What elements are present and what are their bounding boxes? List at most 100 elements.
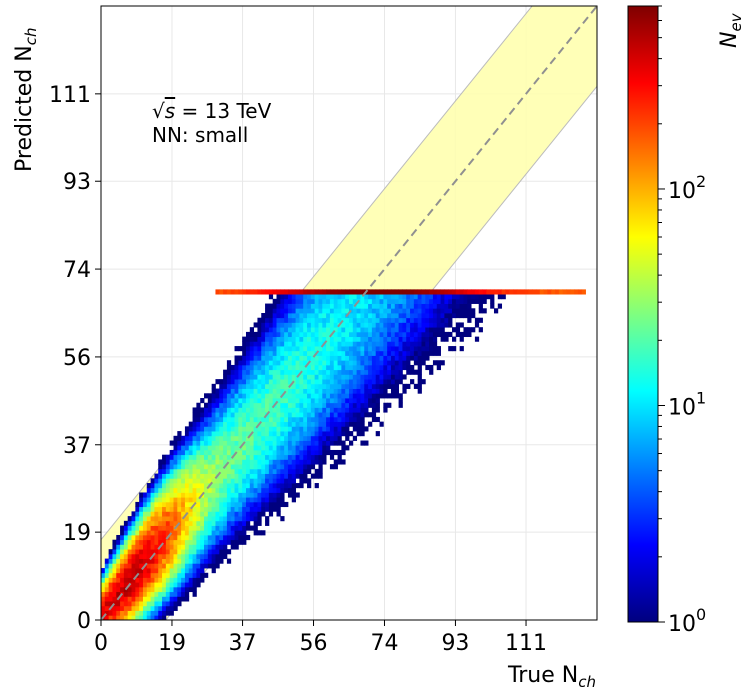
heatmap-cell	[230, 492, 235, 498]
heatmap-cell	[284, 468, 289, 474]
heatmap-cell	[211, 412, 216, 418]
heatmap-cell	[108, 591, 113, 597]
heatmap-cell	[276, 374, 281, 380]
heatmap-cell	[257, 416, 262, 423]
heatmap-cell	[276, 464, 281, 470]
heatmap-cell	[364, 374, 369, 380]
heatmap-cell	[345, 379, 350, 385]
heatmap-cell	[139, 544, 144, 550]
heatmap-cell	[154, 501, 159, 508]
heatmap-cell	[245, 393, 251, 399]
heatmap-cell	[303, 426, 308, 432]
heatmap-cell	[177, 487, 182, 493]
heatmap-cell	[307, 336, 312, 342]
heatmap-cell	[299, 360, 304, 366]
heatmap-cell	[192, 473, 197, 479]
heatmap-cell	[150, 582, 155, 588]
heatmap-cell	[287, 483, 293, 489]
saturation-cell	[406, 289, 411, 295]
heatmap-cell	[230, 483, 235, 489]
heatmap-cell	[200, 464, 205, 470]
heatmap-cell	[257, 388, 262, 394]
heatmap-cell	[299, 355, 304, 361]
heatmap-cell	[219, 402, 224, 408]
heatmap-cell	[104, 568, 110, 574]
heatmap-cell	[192, 530, 197, 536]
heatmap-cell	[162, 610, 167, 616]
heatmap-cell	[349, 379, 354, 385]
heatmap-cell	[383, 346, 388, 352]
heatmap-cell	[173, 591, 178, 597]
heatmap-cell	[284, 341, 289, 347]
heatmap-cell	[219, 431, 224, 437]
heatmap-cell	[390, 346, 396, 352]
heatmap-cell	[291, 398, 296, 404]
heatmap-cell	[429, 346, 434, 352]
heatmap-cell	[207, 511, 213, 517]
heatmap-cell	[173, 497, 178, 503]
saturation-cell	[562, 289, 567, 295]
heatmap-cell	[272, 346, 277, 352]
heatmap-cell	[349, 364, 354, 371]
heatmap-cell	[390, 313, 396, 319]
heatmap-cell	[230, 478, 235, 484]
heatmap-cell	[169, 506, 174, 512]
heatmap-cell	[375, 379, 380, 385]
heatmap-cell	[318, 379, 323, 385]
heatmap-cell	[177, 586, 182, 593]
heatmap-cell	[230, 539, 235, 545]
saturation-cell	[223, 289, 228, 295]
heatmap-cell	[337, 435, 342, 441]
heatmap-cell	[352, 426, 358, 432]
heatmap-cell	[223, 492, 228, 498]
heatmap-cell	[394, 313, 399, 319]
heatmap-cell	[287, 407, 293, 413]
saturation-cell	[303, 289, 308, 295]
heatmap-cell	[265, 317, 270, 323]
heatmap-cell	[474, 322, 480, 328]
heatmap-cell	[280, 464, 285, 470]
heatmap-cell	[463, 331, 468, 338]
heatmap-cell	[291, 336, 296, 342]
heatmap-cell	[291, 492, 296, 498]
heatmap-cell	[276, 303, 281, 309]
heatmap-cell	[261, 497, 266, 503]
heatmap-cell	[142, 553, 148, 559]
heatmap-cell	[333, 374, 338, 380]
saturation-cell	[230, 289, 235, 295]
heatmap-cell	[291, 497, 296, 503]
heatmap-cell	[127, 572, 132, 578]
heatmap-cell	[200, 449, 205, 456]
saturation-cell	[577, 289, 583, 295]
heatmap-cell	[394, 322, 399, 328]
heatmap-cell	[135, 596, 140, 602]
heatmap-cell	[402, 317, 407, 323]
heatmap-cell	[352, 435, 358, 441]
heatmap-cell	[299, 454, 304, 460]
heatmap-cell	[257, 379, 262, 385]
heatmap-cell	[196, 530, 201, 536]
heatmap-cell	[333, 398, 338, 404]
heatmap-cell	[146, 582, 151, 588]
heatmap-cell	[333, 313, 338, 319]
heatmap-cell	[146, 605, 151, 611]
heatmap-cell	[154, 534, 159, 541]
saturation-cell	[467, 289, 472, 295]
saturation-cell	[413, 289, 419, 295]
heatmap-cell	[142, 605, 148, 611]
heatmap-cell	[371, 407, 377, 413]
heatmap-cell	[284, 331, 289, 338]
heatmap-cell	[341, 327, 346, 333]
heatmap-cell	[436, 360, 441, 366]
heatmap-cell	[139, 492, 144, 498]
y-tick-label: 93	[63, 170, 91, 195]
heatmap-cell	[371, 308, 377, 314]
heatmap-cell	[257, 407, 262, 413]
heatmap-cell	[162, 454, 167, 460]
heatmap-cell	[375, 369, 380, 375]
heatmap-cell	[234, 445, 239, 451]
heatmap-cell	[223, 445, 228, 451]
heatmap-cell	[272, 303, 277, 309]
heatmap-cell	[318, 459, 323, 465]
heatmap-cell	[268, 308, 274, 314]
